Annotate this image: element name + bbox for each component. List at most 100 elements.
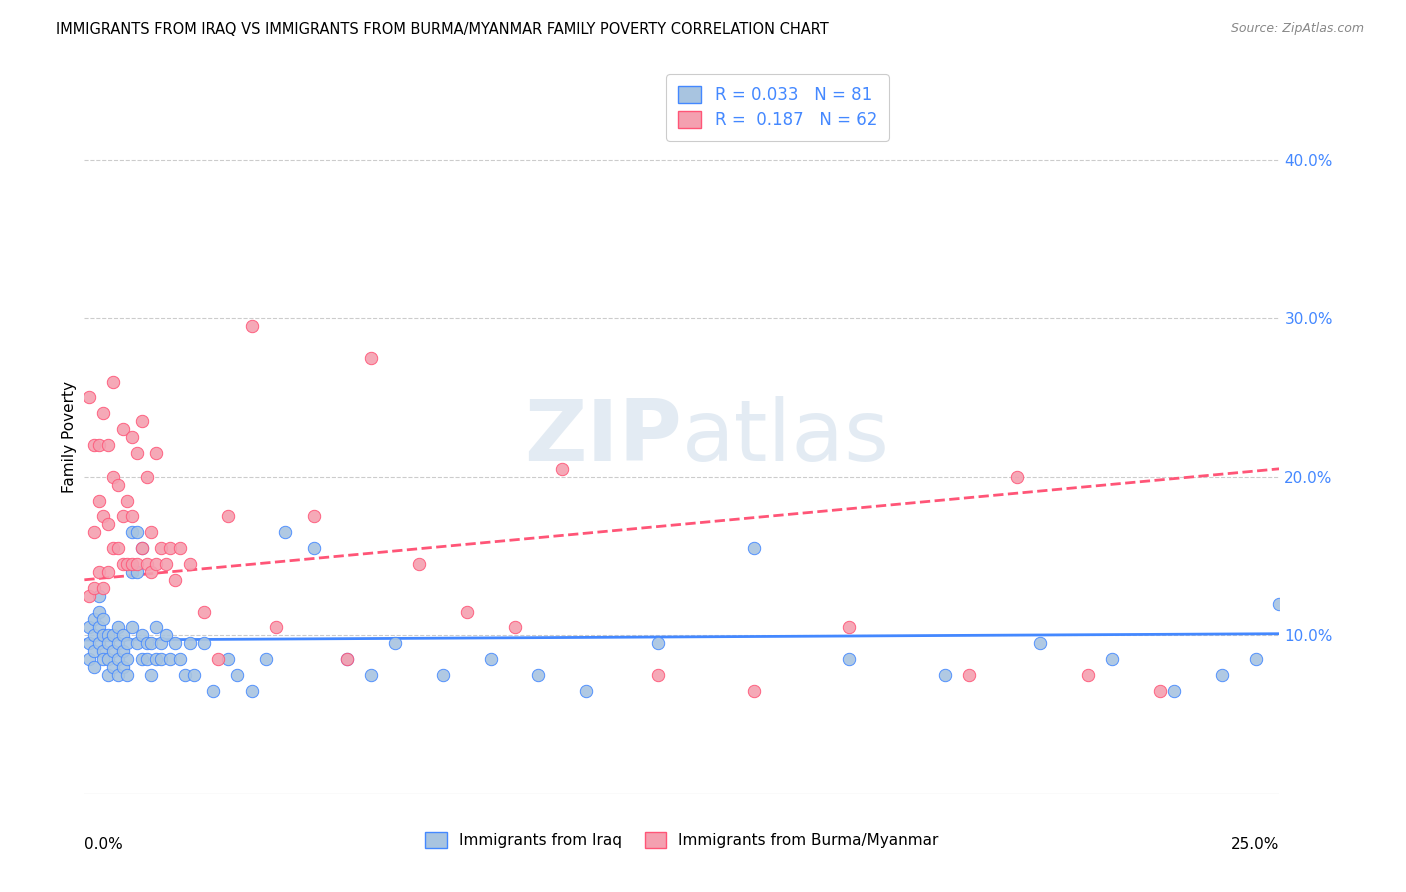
Point	[408, 557, 430, 571]
Point	[131, 414, 153, 428]
Point	[202, 683, 225, 698]
Point	[117, 493, 139, 508]
Point	[165, 573, 187, 587]
Point	[101, 628, 124, 642]
Point	[217, 652, 239, 666]
Point	[107, 636, 129, 650]
Point	[274, 525, 297, 540]
Point	[83, 612, 105, 626]
Point	[165, 636, 187, 650]
Point	[207, 652, 229, 666]
Point	[107, 477, 129, 491]
Point	[141, 668, 163, 682]
Point	[125, 565, 148, 579]
Text: ZIP: ZIP	[524, 395, 682, 479]
Point	[1005, 469, 1028, 483]
Point	[141, 636, 163, 650]
Point	[77, 589, 100, 603]
Point	[145, 557, 167, 571]
Point	[87, 565, 110, 579]
Point	[87, 605, 110, 619]
Point	[101, 644, 124, 658]
Point	[302, 541, 325, 555]
Point	[503, 620, 526, 634]
Point	[527, 668, 550, 682]
Point	[131, 541, 153, 555]
Point	[77, 636, 100, 650]
Point	[125, 525, 148, 540]
Point	[742, 683, 765, 698]
Text: 25.0%: 25.0%	[1232, 837, 1279, 852]
Point	[264, 620, 287, 634]
Point	[101, 375, 124, 389]
Point	[155, 628, 177, 642]
Point	[121, 525, 143, 540]
Point	[97, 517, 120, 532]
Point	[97, 652, 120, 666]
Point	[135, 636, 157, 650]
Point	[97, 628, 120, 642]
Point	[107, 541, 129, 555]
Point	[77, 652, 100, 666]
Point	[97, 668, 120, 682]
Point	[169, 541, 191, 555]
Point	[149, 652, 172, 666]
Point	[179, 557, 201, 571]
Point	[111, 422, 134, 436]
Text: 0.0%: 0.0%	[84, 837, 124, 852]
Point	[87, 493, 110, 508]
Point	[83, 525, 105, 540]
Point	[217, 509, 239, 524]
Point	[838, 620, 860, 634]
Text: IMMIGRANTS FROM IRAQ VS IMMIGRANTS FROM BURMA/MYANMAR FAMILY POVERTY CORRELATION: IMMIGRANTS FROM IRAQ VS IMMIGRANTS FROM …	[56, 22, 830, 37]
Point	[93, 644, 115, 658]
Point	[97, 565, 120, 579]
Point	[957, 668, 980, 682]
Point	[149, 636, 172, 650]
Point	[159, 652, 181, 666]
Point	[179, 636, 201, 650]
Y-axis label: Family Poverty: Family Poverty	[62, 381, 77, 493]
Point	[1211, 668, 1233, 682]
Point	[93, 406, 115, 420]
Point	[101, 541, 124, 555]
Text: atlas: atlas	[682, 395, 890, 479]
Text: Source: ZipAtlas.com: Source: ZipAtlas.com	[1230, 22, 1364, 36]
Point	[135, 469, 157, 483]
Point	[141, 565, 163, 579]
Point	[107, 620, 129, 634]
Point	[117, 652, 139, 666]
Point	[1163, 683, 1185, 698]
Point	[107, 668, 129, 682]
Point	[111, 644, 134, 658]
Point	[111, 660, 134, 674]
Point	[240, 683, 263, 698]
Point	[77, 391, 100, 405]
Point	[87, 636, 110, 650]
Point	[97, 438, 120, 452]
Point	[145, 446, 167, 460]
Point	[456, 605, 478, 619]
Point	[125, 446, 148, 460]
Point	[226, 668, 249, 682]
Point	[107, 652, 129, 666]
Point	[1149, 683, 1171, 698]
Point	[111, 628, 134, 642]
Point	[93, 652, 115, 666]
Point	[336, 652, 359, 666]
Point	[254, 652, 277, 666]
Point	[432, 668, 454, 682]
Point	[111, 509, 134, 524]
Point	[934, 668, 956, 682]
Point	[131, 628, 153, 642]
Point	[575, 683, 598, 698]
Point	[149, 541, 172, 555]
Point	[125, 636, 148, 650]
Point	[360, 668, 382, 682]
Point	[83, 628, 105, 642]
Point	[155, 557, 177, 571]
Point	[117, 668, 139, 682]
Point	[336, 652, 359, 666]
Point	[117, 557, 139, 571]
Point	[93, 628, 115, 642]
